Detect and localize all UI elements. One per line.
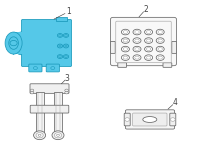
FancyBboxPatch shape bbox=[30, 105, 69, 113]
Circle shape bbox=[63, 55, 69, 59]
FancyBboxPatch shape bbox=[29, 64, 42, 72]
Ellipse shape bbox=[146, 31, 151, 34]
Circle shape bbox=[65, 56, 67, 57]
FancyBboxPatch shape bbox=[30, 84, 69, 93]
Ellipse shape bbox=[123, 39, 128, 42]
Ellipse shape bbox=[123, 48, 128, 51]
Circle shape bbox=[57, 55, 63, 59]
FancyBboxPatch shape bbox=[56, 17, 67, 21]
Ellipse shape bbox=[135, 56, 139, 59]
Ellipse shape bbox=[135, 31, 139, 34]
Circle shape bbox=[65, 89, 68, 92]
Bar bbox=[54, 92, 62, 132]
Ellipse shape bbox=[145, 55, 153, 60]
FancyBboxPatch shape bbox=[111, 17, 176, 66]
Circle shape bbox=[57, 34, 63, 37]
FancyBboxPatch shape bbox=[133, 113, 167, 126]
Ellipse shape bbox=[158, 56, 162, 59]
Ellipse shape bbox=[145, 46, 153, 52]
Text: 2: 2 bbox=[144, 5, 148, 14]
FancyBboxPatch shape bbox=[116, 21, 171, 63]
Ellipse shape bbox=[5, 32, 22, 54]
Circle shape bbox=[30, 91, 34, 94]
Ellipse shape bbox=[156, 38, 164, 43]
Ellipse shape bbox=[145, 38, 153, 43]
Ellipse shape bbox=[146, 48, 151, 51]
FancyBboxPatch shape bbox=[172, 41, 177, 53]
Ellipse shape bbox=[145, 29, 153, 35]
Circle shape bbox=[125, 118, 130, 121]
Circle shape bbox=[10, 40, 17, 46]
Ellipse shape bbox=[121, 46, 129, 52]
Ellipse shape bbox=[158, 39, 162, 42]
Circle shape bbox=[57, 134, 59, 136]
Circle shape bbox=[59, 56, 61, 57]
Circle shape bbox=[34, 131, 46, 140]
Ellipse shape bbox=[158, 31, 162, 34]
Circle shape bbox=[170, 118, 175, 121]
Ellipse shape bbox=[146, 39, 151, 42]
FancyBboxPatch shape bbox=[124, 113, 130, 126]
FancyBboxPatch shape bbox=[170, 113, 176, 126]
Ellipse shape bbox=[133, 46, 141, 52]
Circle shape bbox=[38, 134, 41, 136]
Bar bbox=[13, 32, 26, 54]
FancyBboxPatch shape bbox=[110, 41, 115, 53]
Circle shape bbox=[33, 67, 37, 70]
Circle shape bbox=[52, 131, 64, 140]
Circle shape bbox=[57, 44, 63, 48]
Ellipse shape bbox=[13, 32, 31, 55]
Ellipse shape bbox=[146, 56, 151, 59]
Ellipse shape bbox=[121, 29, 129, 35]
Ellipse shape bbox=[133, 29, 141, 35]
FancyBboxPatch shape bbox=[46, 64, 59, 72]
Ellipse shape bbox=[143, 117, 157, 122]
Circle shape bbox=[59, 35, 61, 36]
Circle shape bbox=[36, 133, 43, 138]
Ellipse shape bbox=[133, 55, 141, 60]
FancyBboxPatch shape bbox=[118, 63, 127, 67]
Ellipse shape bbox=[135, 39, 139, 42]
Text: 1: 1 bbox=[67, 7, 71, 16]
Circle shape bbox=[59, 45, 61, 47]
Circle shape bbox=[65, 45, 67, 47]
Circle shape bbox=[65, 91, 68, 94]
Ellipse shape bbox=[121, 55, 129, 60]
FancyBboxPatch shape bbox=[163, 63, 172, 67]
FancyBboxPatch shape bbox=[21, 19, 72, 67]
Circle shape bbox=[63, 34, 69, 37]
Circle shape bbox=[63, 44, 69, 48]
Ellipse shape bbox=[135, 48, 139, 51]
Text: 4: 4 bbox=[173, 98, 177, 107]
Ellipse shape bbox=[156, 55, 164, 60]
Ellipse shape bbox=[121, 38, 129, 43]
Ellipse shape bbox=[9, 37, 18, 49]
Circle shape bbox=[54, 133, 62, 138]
Ellipse shape bbox=[123, 56, 128, 59]
Text: 3: 3 bbox=[65, 74, 70, 83]
Bar bbox=[36, 92, 44, 132]
Ellipse shape bbox=[156, 29, 164, 35]
Circle shape bbox=[30, 89, 34, 92]
Ellipse shape bbox=[158, 48, 162, 51]
FancyBboxPatch shape bbox=[125, 110, 175, 129]
Ellipse shape bbox=[156, 46, 164, 52]
Ellipse shape bbox=[133, 38, 141, 43]
Circle shape bbox=[51, 67, 55, 70]
Ellipse shape bbox=[123, 31, 128, 34]
Circle shape bbox=[65, 35, 67, 36]
